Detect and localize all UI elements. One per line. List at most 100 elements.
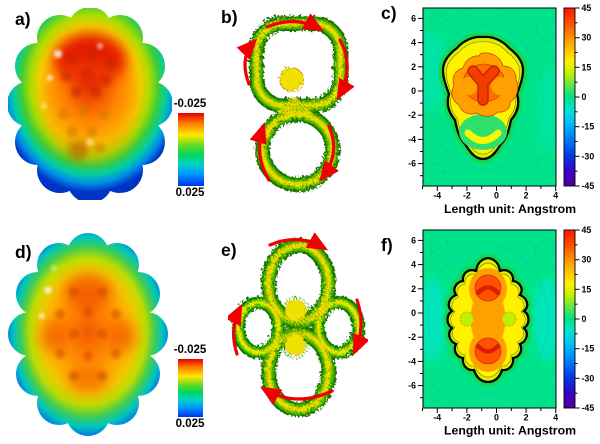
- circulation-arrow-icon: [353, 298, 368, 356]
- esp-hotspot-top: [64, 274, 112, 310]
- x-tick-label: 4: [553, 191, 558, 201]
- circulation-arrow-icon: [236, 38, 258, 86]
- y-axis-labels-f: 6 4 2 0 -2 -4 -6: [408, 235, 416, 390]
- current-density-map-b: [236, 13, 355, 191]
- colorbar-d-top-label: -0.025: [173, 344, 207, 356]
- colorbar-c: [563, 7, 576, 187]
- y-tick-label: 0: [411, 86, 416, 96]
- colorbar-tick-label: 0: [582, 92, 587, 102]
- x-axis-labels-c: -4 -2 0 2 4: [433, 191, 558, 201]
- colorbar-tick-label: -15: [582, 122, 595, 132]
- y-tick-label: -2: [408, 332, 416, 342]
- axis-caption-c: Length unit: Angstrom: [444, 202, 576, 216]
- esp-surface-a: [8, 8, 172, 200]
- dark-red-crescent-bottom: [475, 343, 501, 354]
- y-tick-label: -2: [408, 110, 416, 120]
- colorbar-tick-label: -30: [582, 373, 595, 383]
- orange-column: [470, 298, 506, 340]
- panel-label-b: b): [221, 7, 238, 27]
- y-tick-label: -4: [408, 134, 416, 144]
- colorbar-a-top-label: -0.025: [173, 98, 207, 110]
- center-sphere-speckle: [277, 65, 303, 91]
- outer-dotted-contours: [423, 8, 556, 186]
- contour-blob-f: [443, 253, 533, 387]
- y-axis-ticks-f: [418, 239, 423, 399]
- y-tick-label: 2: [411, 62, 416, 72]
- atom-spheres-lower: [58, 106, 110, 156]
- waist-dot-right: [501, 311, 517, 327]
- colorbar-tick-label: 30: [582, 33, 592, 43]
- yellow-arc: [464, 129, 502, 144]
- colorbar-a: [178, 113, 204, 186]
- x-axis-labels-f: -4 -2 0 2 4: [433, 413, 558, 423]
- atom-spheres: [55, 287, 121, 381]
- colorbar-tick-label: 45: [582, 225, 592, 235]
- esp-surface-d: [8, 233, 168, 436]
- green-low-patch: [459, 114, 507, 150]
- circulation-arrow-icon: [265, 13, 325, 32]
- x-tick-label: 2: [524, 413, 529, 423]
- circulation-arrow-icon: [249, 122, 271, 182]
- vector-band-e: [230, 236, 364, 416]
- x-tick-label: -4: [433, 191, 441, 201]
- x-tick-label: 4: [553, 413, 558, 423]
- dark-red-crescent-top: [475, 285, 501, 296]
- panel-label-f: f): [381, 235, 393, 255]
- colorbar-tick-label: 45: [582, 3, 592, 13]
- axis-caption-f: Length unit: Angstrom: [444, 424, 576, 438]
- circulation-arrow-icon: [228, 303, 243, 356]
- current-density-map-e: [228, 232, 368, 416]
- contour-plot-c: 6 4 2 0 -2 -4 -6 -4 -2 0 2 4: [408, 3, 595, 216]
- panel-label-a: a): [15, 9, 31, 29]
- contour-blob-c: [438, 32, 528, 164]
- y-tick-label: 0: [411, 308, 416, 318]
- plot-frame-f: [422, 229, 557, 409]
- colorbar-f: [563, 229, 576, 409]
- circulation-arrows-e: [228, 232, 368, 405]
- colorbar-a-bottom-label: 0.025: [175, 187, 205, 199]
- colorbar-labels-f: 45 30 15 0 -15 -30 -45: [582, 225, 595, 413]
- contour-field-c: [423, 8, 556, 186]
- colorbar-tick-label: 0: [582, 314, 587, 324]
- center-cone-top: [283, 298, 305, 320]
- center-cone: [275, 95, 311, 112]
- colorbar-tick-label: 15: [582, 284, 592, 294]
- waist-dot-left: [459, 311, 475, 327]
- colorbar-tick-label: 15: [582, 62, 592, 72]
- esp-hotspot-right: [108, 320, 136, 352]
- vector-band-b: [247, 14, 347, 191]
- colorbar-ticks-f: [575, 229, 580, 409]
- x-tick-label: -2: [463, 191, 471, 201]
- x-axis-ticks-f: [422, 408, 557, 413]
- y-tick-label: 6: [411, 235, 416, 245]
- y-tick-label: 6: [411, 13, 416, 23]
- circulation-arrow-icon: [336, 38, 355, 101]
- cone-stripes: [277, 100, 308, 110]
- starburst-fringe: [279, 294, 309, 324]
- panel-label-e: e): [221, 240, 237, 260]
- specular-glints: [39, 265, 57, 319]
- esp-orange-region: [44, 58, 136, 162]
- atom-spheres-upper: [60, 50, 116, 98]
- contour-plot-f: 6 4 2 0 -2 -4 -6 -4 -2 0 2 4: [408, 225, 595, 438]
- y-tick-label: -6: [408, 159, 416, 169]
- x-tick-label: 0: [494, 191, 499, 201]
- colorbar-tick-label: -15: [582, 344, 595, 354]
- y-tick-label: -6: [408, 381, 416, 391]
- circulation-arrow-icon: [319, 124, 339, 182]
- x-axis-ticks-c: [422, 186, 557, 191]
- circulation-arrows-b: [236, 13, 355, 182]
- esp-gradient-surface: [8, 233, 168, 436]
- y-tick-label: -4: [408, 356, 416, 366]
- colorbar-d-bottom-label: 0.025: [175, 418, 205, 430]
- circulation-arrow-icon: [259, 386, 334, 405]
- colorbar-ticks-c: [575, 7, 580, 187]
- plot-frame-c: [422, 7, 557, 187]
- x-tick-label: 0: [494, 413, 499, 423]
- red-y-maximum: [468, 66, 499, 105]
- y-tick-label: 4: [411, 38, 416, 48]
- contour-field-f: [423, 230, 556, 408]
- x-tick-label: -4: [433, 413, 441, 423]
- colorbar-d: [178, 359, 203, 417]
